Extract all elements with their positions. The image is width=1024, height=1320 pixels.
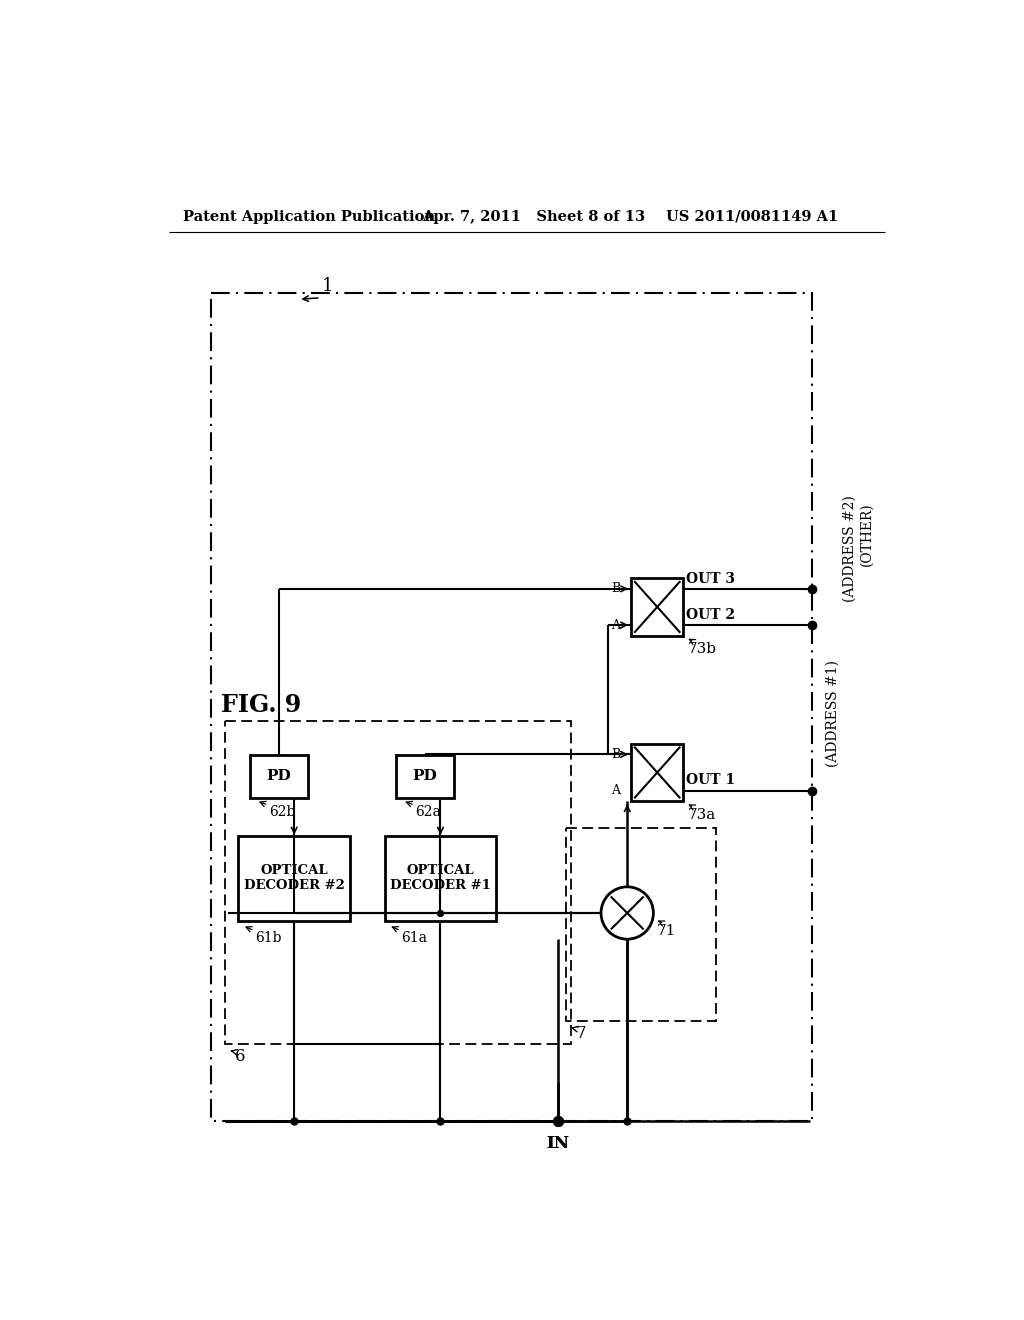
Text: OUT 1: OUT 1 (686, 774, 735, 788)
Text: OPTICAL
DECODER #2: OPTICAL DECODER #2 (244, 865, 345, 892)
Text: Apr. 7, 2011   Sheet 8 of 13: Apr. 7, 2011 Sheet 8 of 13 (422, 210, 645, 224)
Text: US 2011/0081149 A1: US 2011/0081149 A1 (666, 210, 838, 224)
Bar (211, 293, 812, 1121)
Bar (385, 836, 497, 921)
Bar (239, 836, 350, 921)
Text: 61a: 61a (401, 931, 428, 945)
Bar (250, 755, 307, 797)
Text: B: B (611, 748, 621, 760)
Text: PD: PD (266, 770, 291, 783)
Bar (224, 721, 571, 1044)
Text: A: A (611, 619, 621, 631)
Bar (396, 755, 454, 797)
Text: (ADDRESS #2): (ADDRESS #2) (843, 495, 857, 602)
Bar (565, 829, 716, 1020)
Text: 61b: 61b (255, 931, 282, 945)
Text: OUT 3: OUT 3 (686, 572, 735, 586)
Text: FIG. 9: FIG. 9 (221, 693, 302, 717)
Text: 62a: 62a (416, 805, 441, 820)
Text: PD: PD (413, 770, 437, 783)
Text: 73b: 73b (688, 642, 717, 656)
Text: OPTICAL
DECODER #1: OPTICAL DECODER #1 (390, 865, 490, 892)
Text: OUT 2: OUT 2 (686, 609, 735, 622)
Text: (ADDRESS #1): (ADDRESS #1) (826, 660, 840, 767)
Text: Patent Application Publication: Patent Application Publication (183, 210, 435, 224)
Text: 6: 6 (236, 1048, 246, 1065)
Text: 62b: 62b (269, 805, 296, 820)
Text: 73a: 73a (688, 808, 717, 821)
Text: IN: IN (547, 1135, 569, 1152)
Text: A: A (611, 784, 621, 797)
Text: 1: 1 (322, 277, 333, 296)
Text: (OTHER): (OTHER) (860, 502, 873, 566)
Bar (631, 578, 683, 636)
Text: 71: 71 (657, 924, 677, 937)
Bar (631, 743, 683, 801)
Text: B: B (611, 582, 621, 595)
Text: IN: IN (547, 1135, 569, 1152)
Text: 7: 7 (575, 1024, 587, 1041)
